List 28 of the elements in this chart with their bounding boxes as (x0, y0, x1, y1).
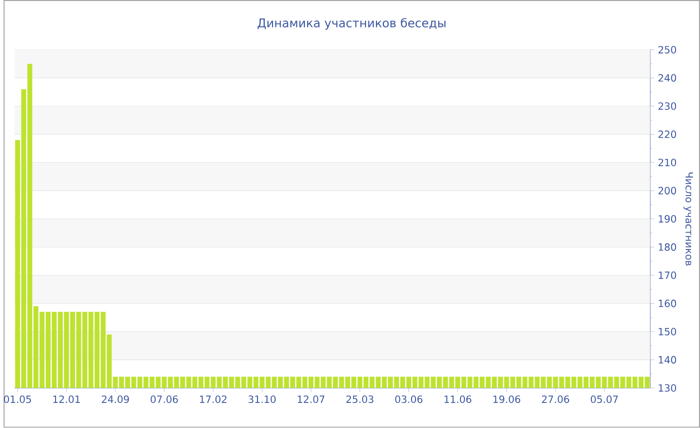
x-tick-label: 31.10 (248, 396, 276, 404)
x-tick-label: 07.06 (150, 396, 178, 404)
x-tick-label: 12.01 (53, 396, 80, 404)
y-tick-label: 220 (658, 130, 676, 138)
y-tick-label: 140 (658, 356, 676, 364)
y-tick-label: 200 (658, 187, 676, 195)
x-tick-label: 27.06 (542, 396, 570, 404)
x-tick-label: 12.07 (298, 396, 324, 404)
y-tick-label: 230 (658, 102, 676, 110)
y-tick-label: 240 (658, 74, 676, 82)
y-tick-label: 250 (658, 46, 676, 54)
y-tick-label: 170 (658, 272, 676, 280)
y-tick-label: 210 (658, 158, 676, 166)
y-tick-label: 190 (658, 215, 676, 223)
x-tick-label: 25.03 (346, 396, 374, 404)
y-tick-label: 160 (658, 300, 676, 308)
chart-title: Динамика участников беседы (258, 18, 446, 30)
x-tick-label: 11.06 (444, 396, 472, 404)
x-tick-label: 19.06 (493, 396, 520, 404)
x-tick-label: 03.06 (395, 396, 422, 404)
x-tick-label: 17.02 (200, 396, 226, 404)
x-tick-label: 01.05 (4, 396, 31, 404)
y-tick-label: 150 (658, 328, 676, 336)
y-tick-label: 130 (658, 384, 676, 392)
x-tick-label: 05.07 (590, 396, 618, 404)
y-axis-title: Число участников (684, 172, 693, 266)
y-tick-label: 180 (658, 243, 676, 251)
x-tick-label: 24.09 (102, 396, 129, 404)
